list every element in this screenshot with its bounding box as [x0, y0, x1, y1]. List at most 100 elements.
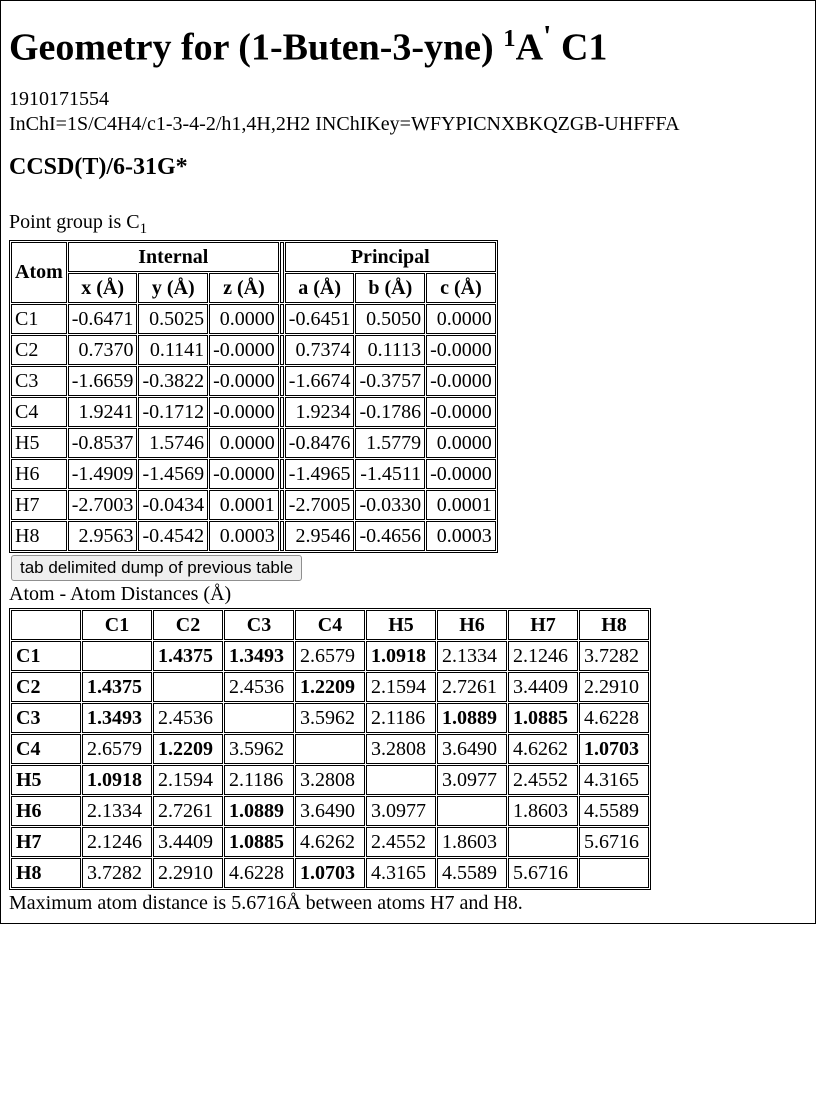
col-c: c (Å): [426, 273, 496, 303]
dist-cell: 1.0889: [224, 796, 294, 826]
cell-a: -0.8476: [285, 428, 355, 458]
dist-cell: 2.7261: [437, 672, 507, 702]
dist-cell: 1.3493: [82, 703, 152, 733]
dist-cell: 5.6716: [579, 827, 649, 857]
cell-spacer: [280, 304, 284, 334]
dist-cell: 1.0885: [224, 827, 294, 857]
dist-cell: 3.7282: [82, 858, 152, 888]
cell-b: -0.4656: [355, 521, 425, 551]
inchi-line: InChI=1S/C4H4/c1-3-4-2/h1,4H,2H2 INChIKe…: [9, 113, 807, 136]
cell-spacer: [280, 397, 284, 427]
dist-row-header: C4: [11, 734, 81, 764]
dist-cell: 1.3493: [224, 641, 294, 671]
cell-spacer: [280, 428, 284, 458]
dist-cell: 2.4536: [224, 672, 294, 702]
cell-c: -0.0000: [426, 335, 496, 365]
dist-cell: 2.6579: [82, 734, 152, 764]
cell-atom: H6: [11, 459, 67, 489]
dist-cell: 1.4375: [82, 672, 152, 702]
dist-cell: 2.1334: [82, 796, 152, 826]
dist-cell: [366, 765, 436, 795]
dist-cell: 2.6579: [295, 641, 365, 671]
dist-cell: 1.8603: [437, 827, 507, 857]
cell-y: 0.1141: [138, 335, 208, 365]
cell-x: 1.9241: [68, 397, 138, 427]
dist-col-header: C3: [224, 610, 294, 640]
cell-atom: H8: [11, 521, 67, 551]
dist-cell: 5.6716: [508, 858, 578, 888]
table-row: C1-0.64710.50250.0000-0.64510.50500.0000: [11, 304, 496, 334]
dist-cell: 4.3165: [579, 765, 649, 795]
dist-col-header: H8: [579, 610, 649, 640]
dist-cell: 2.1594: [366, 672, 436, 702]
cell-a: -1.4965: [285, 459, 355, 489]
dist-cell: 3.0977: [366, 796, 436, 826]
dist-cell: 4.5589: [437, 858, 507, 888]
max-distance-note: Maximum atom distance is 5.6716Å between…: [9, 892, 807, 915]
dist-cell: [82, 641, 152, 671]
dist-cell: 2.1186: [224, 765, 294, 795]
col-internal: Internal: [68, 242, 279, 272]
col-a: a (Å): [285, 273, 355, 303]
dist-cell: 3.2808: [366, 734, 436, 764]
cell-x: 2.9563: [68, 521, 138, 551]
cell-y: -0.3822: [138, 366, 208, 396]
dist-cell: 1.2209: [153, 734, 223, 764]
cell-z: 0.0003: [209, 521, 279, 551]
dist-cell: [579, 858, 649, 888]
cell-y: -0.0434: [138, 490, 208, 520]
table-row: H6-1.4909-1.4569-0.0000-1.4965-1.4511-0.…: [11, 459, 496, 489]
cell-atom: H7: [11, 490, 67, 520]
dist-cell: [295, 734, 365, 764]
title-suffix: C1: [551, 27, 607, 69]
cell-z: 0.0001: [209, 490, 279, 520]
dump-button[interactable]: tab delimited dump of previous table: [11, 555, 302, 581]
page-title: Geometry for (1-Buten-3-yne) 1A' C1: [9, 19, 807, 70]
cell-y: 0.5025: [138, 304, 208, 334]
title-letter: A: [516, 27, 543, 69]
dist-cell: 1.0885: [508, 703, 578, 733]
cell-b: 0.5050: [355, 304, 425, 334]
dist-cell: 1.0703: [295, 858, 365, 888]
table-row: C3-1.6659-0.3822-0.0000-1.6674-0.3757-0.…: [11, 366, 496, 396]
dist-col-header: H5: [366, 610, 436, 640]
cell-x: -0.6471: [68, 304, 138, 334]
cell-spacer: [280, 521, 284, 551]
cell-z: -0.0000: [209, 459, 279, 489]
cell-a: 2.9546: [285, 521, 355, 551]
dist-cell: 4.3165: [366, 858, 436, 888]
dist-cell: [153, 672, 223, 702]
dist-cell: 1.4375: [153, 641, 223, 671]
dist-cell: 3.0977: [437, 765, 507, 795]
dist-cell: 2.1594: [153, 765, 223, 795]
dist-cell: 1.0918: [366, 641, 436, 671]
cell-z: 0.0000: [209, 304, 279, 334]
dist-cell: 3.4409: [508, 672, 578, 702]
table-row: C11.43751.34932.65791.09182.13342.12463.…: [11, 641, 649, 671]
dist-cell: 4.5589: [579, 796, 649, 826]
dist-cell: 2.1334: [437, 641, 507, 671]
dist-cell: 3.4409: [153, 827, 223, 857]
cell-b: 1.5779: [355, 428, 425, 458]
table-row: H72.12463.44091.08854.62622.45521.86035.…: [11, 827, 649, 857]
dist-cell: 2.4536: [153, 703, 223, 733]
dist-cell: 3.7282: [579, 641, 649, 671]
col-y: y (Å): [138, 273, 208, 303]
dist-cell: [437, 796, 507, 826]
cell-c: 0.0000: [426, 304, 496, 334]
dist-cell: 2.4552: [508, 765, 578, 795]
table-row: C20.73700.1141-0.00000.73740.1113-0.0000: [11, 335, 496, 365]
dist-row-header: H8: [11, 858, 81, 888]
dist-cell: 2.1246: [508, 641, 578, 671]
dist-cell: 2.2910: [579, 672, 649, 702]
point-group: Point group is C1: [9, 211, 807, 238]
cell-y: -0.1712: [138, 397, 208, 427]
cell-atom: C2: [11, 335, 67, 365]
cell-spacer: [280, 490, 284, 520]
cell-atom: H5: [11, 428, 67, 458]
distance-caption: Atom - Atom Distances (Å): [9, 583, 807, 606]
dist-col-header: C4: [295, 610, 365, 640]
cell-a: -2.7005: [285, 490, 355, 520]
cell-b: 0.1113: [355, 335, 425, 365]
col-spacer: [280, 242, 284, 303]
